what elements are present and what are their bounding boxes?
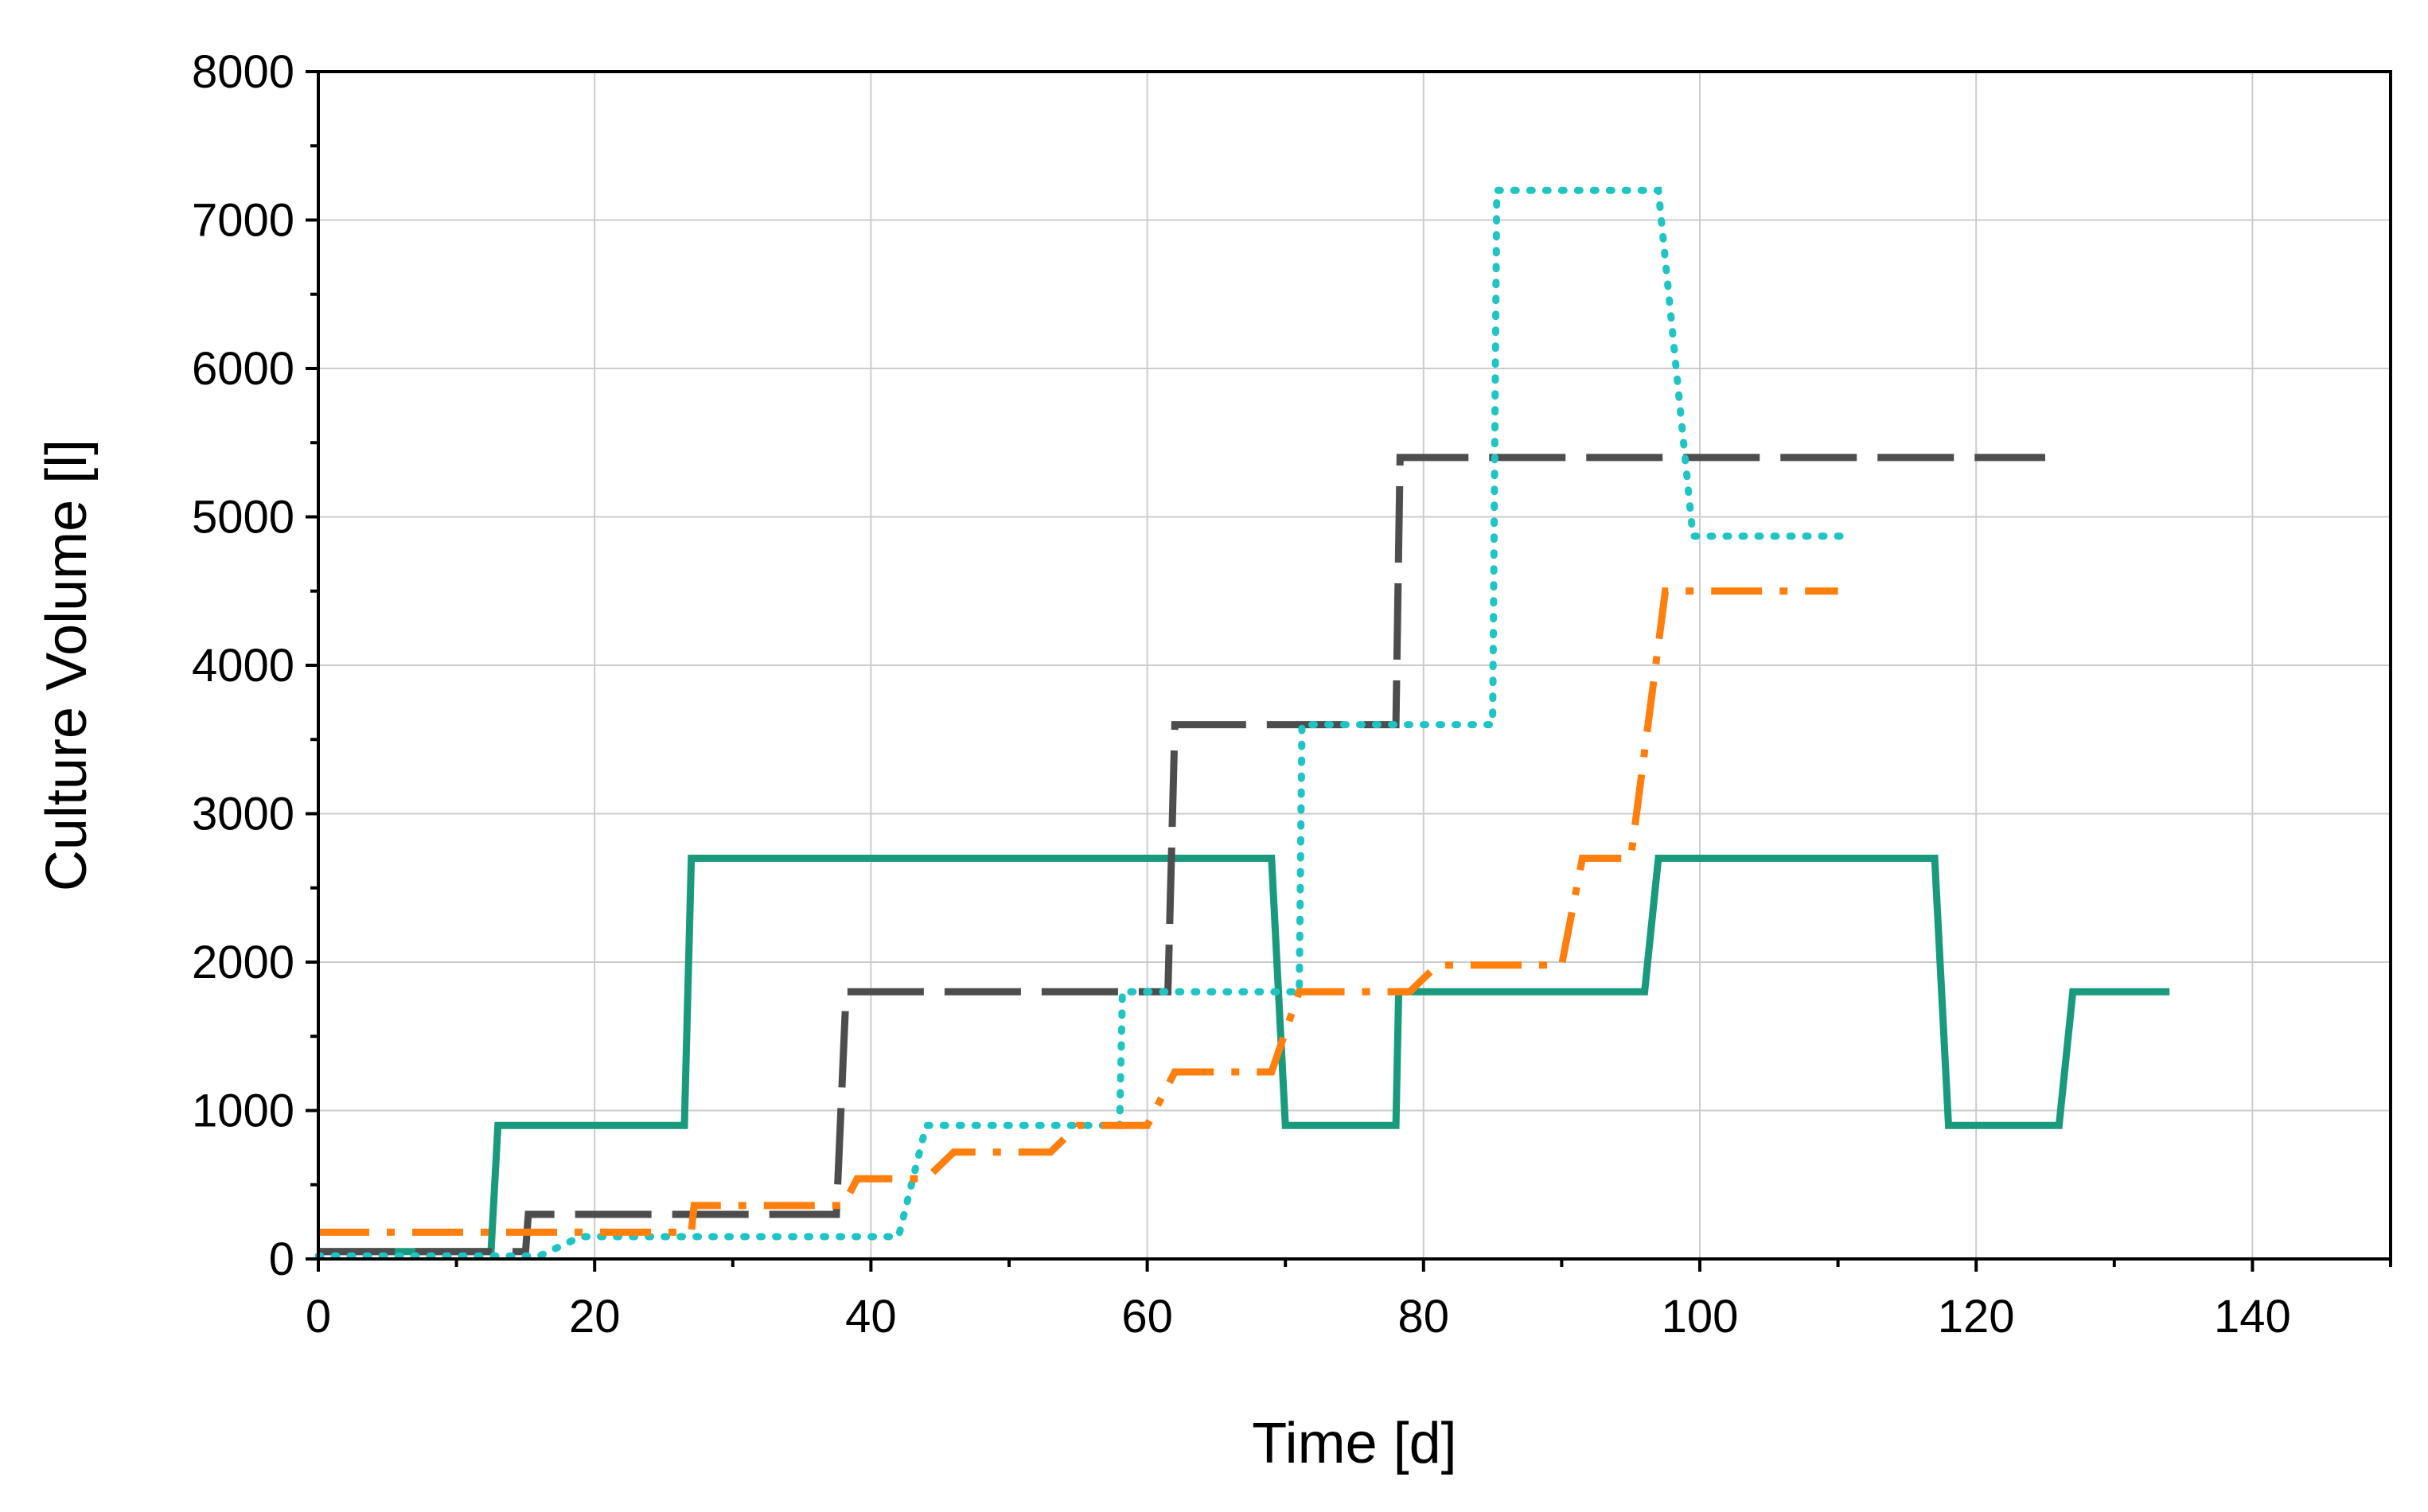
y-tick-label: 8000 [192, 46, 294, 98]
y-tick-label: 6000 [192, 343, 294, 395]
axis-ticks [306, 70, 2392, 1272]
x-tick-label: 60 [1121, 1291, 1173, 1342]
y-tick-label: 0 [269, 1233, 294, 1285]
y-tick-label: 5000 [192, 492, 294, 544]
x-tick-label: 80 [1398, 1291, 1450, 1342]
series-line-2-dashed [318, 454, 2045, 1256]
plot-series [314, 186, 2170, 1260]
x-tick-label: 40 [845, 1291, 897, 1342]
grid [318, 72, 2391, 1259]
y-tick-label: 7000 [192, 195, 294, 247]
x-tick-label: 20 [569, 1291, 621, 1342]
y-tick-label: 1000 [192, 1085, 294, 1137]
y-tick-label: 3000 [192, 789, 294, 840]
x-tick-label: 100 [1662, 1291, 1739, 1342]
x-axis-title: Time [d] [1252, 1412, 1456, 1475]
y-tick-label: 2000 [192, 937, 294, 988]
series-line-4-dash-dot [318, 587, 1838, 1236]
x-tick-label: 0 [306, 1291, 331, 1342]
series-line-1-solid [318, 855, 2170, 1256]
tick-labels: 0 20 40 60 80 100 120 140 0 1000 2000 3000 4000 5000 6… [192, 46, 2291, 1342]
x-tick-label: 120 [1938, 1291, 2015, 1342]
x-tick-label: 140 [2214, 1291, 2291, 1342]
y-tick-label: 4000 [192, 640, 294, 692]
y-axis-title: Culture Volume [l] [35, 439, 99, 891]
series-line-3-dotted [314, 186, 1856, 1260]
